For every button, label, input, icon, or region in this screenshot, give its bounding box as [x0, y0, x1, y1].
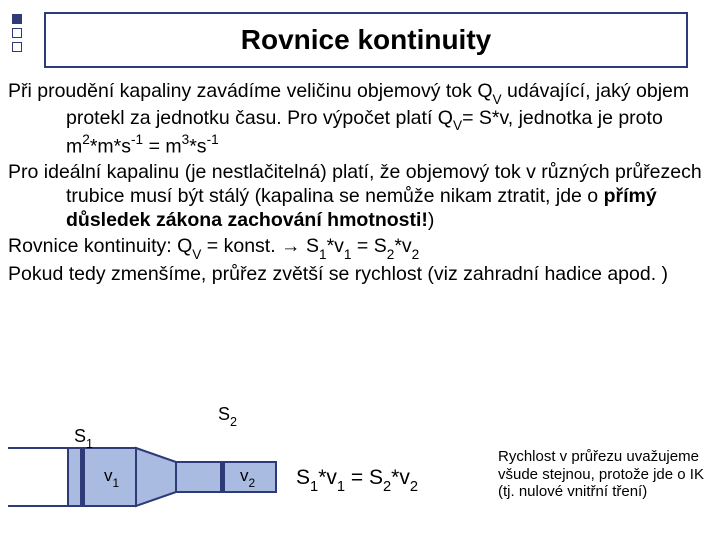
text: S — [296, 466, 310, 489]
label-v1: v1 — [104, 466, 119, 488]
text: *s — [189, 136, 206, 158]
paragraph-4: Pokud tedy zmenšíme, průřez zvětší se ry… — [8, 263, 716, 287]
subscript: 2 — [412, 247, 420, 262]
subscript: V — [493, 92, 502, 107]
body-text: Při proudění kapaliny zavádíme veličinu … — [8, 80, 716, 289]
subscript: V — [453, 118, 462, 133]
label-s1: S1 — [74, 426, 93, 450]
bullet-icon — [12, 14, 22, 24]
paragraph-3: Rovnice kontinuity: QV = konst. → S1*v1 … — [8, 235, 716, 262]
text: Při proudění kapaliny zavádíme veličinu … — [8, 80, 493, 102]
subscript: 2 — [249, 476, 256, 490]
subscript: 1 — [310, 479, 318, 495]
text: v — [240, 466, 249, 485]
superscript: 2 — [82, 132, 90, 147]
text: *m*s — [90, 136, 131, 158]
text: Pro ideální kapalinu (je nestlačitelná) … — [8, 161, 702, 207]
text: ) — [428, 209, 435, 231]
decorative-bullets — [12, 14, 22, 56]
text: = m — [143, 136, 181, 158]
text: = S — [352, 235, 387, 257]
paragraph-1: Při proudění kapaliny zavádíme veličinu … — [8, 80, 716, 159]
title-box: Rovnice kontinuity — [44, 12, 688, 68]
bullet-icon — [12, 28, 22, 38]
text: S — [218, 404, 230, 424]
label-s2: S2 — [218, 404, 237, 428]
text: S — [74, 426, 86, 446]
subscript: 1 — [113, 476, 120, 490]
subscript: 1 — [344, 247, 352, 262]
slide: Rovnice kontinuity Při proudění kapaliny… — [0, 0, 720, 540]
superscript: -1 — [207, 132, 219, 147]
text: *v — [327, 235, 344, 257]
subscript: 2 — [387, 247, 395, 262]
subscript: 1 — [337, 479, 345, 495]
superscript: -1 — [131, 132, 143, 147]
subscript: 1 — [319, 247, 327, 262]
slide-title: Rovnice kontinuity — [241, 24, 491, 56]
subscript: 2 — [410, 479, 418, 495]
bullet-icon — [12, 42, 22, 52]
subscript: 1 — [86, 437, 93, 451]
text: *v — [394, 235, 411, 257]
superscript: 3 — [182, 132, 190, 147]
text: *v — [318, 466, 337, 489]
label-v2: v2 — [240, 466, 255, 488]
text: = konst. → S — [201, 235, 319, 257]
side-note: Rychlost v průřezu uvažujeme všude stejn… — [498, 448, 720, 501]
subscript: V — [192, 247, 201, 262]
tube-diagram: S1 S2 v1 v2 — [8, 408, 288, 528]
text: Rovnice kontinuity: Q — [8, 235, 192, 257]
text: v — [104, 466, 113, 485]
subscript: 2 — [383, 479, 391, 495]
continuity-equation: S1*v1 = S2*v2 — [296, 466, 418, 493]
text: *v — [391, 466, 410, 489]
subscript: 2 — [230, 415, 237, 429]
paragraph-2: Pro ideální kapalinu (je nestlačitelná) … — [8, 161, 716, 232]
text: = S — [345, 466, 383, 489]
